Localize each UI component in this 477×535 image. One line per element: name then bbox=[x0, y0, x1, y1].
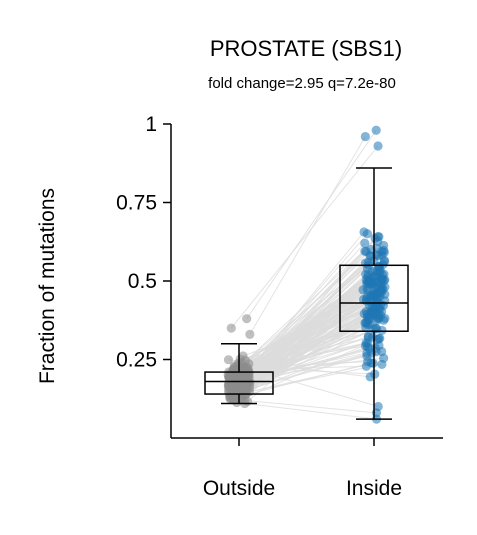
point-inside bbox=[373, 141, 382, 150]
chart-subtitle: fold change=2.95 q=7.2e-80 bbox=[208, 75, 396, 92]
x-axis-ticks: Outside Inside bbox=[203, 438, 402, 500]
point-outside bbox=[242, 314, 251, 323]
point-inside bbox=[379, 316, 388, 325]
point-inside bbox=[374, 334, 383, 343]
point-inside bbox=[360, 239, 369, 248]
x-tick-label-0: Outside bbox=[203, 477, 275, 500]
chart-title: PROSTATE (SBS1) bbox=[210, 36, 402, 61]
point-inside bbox=[370, 369, 379, 378]
point-inside bbox=[368, 267, 377, 276]
y-axis-ticks: 0.25 0.5 0.75 1 bbox=[116, 113, 171, 372]
point-inside bbox=[365, 279, 374, 288]
y-tick-label-0: 0.25 bbox=[116, 349, 157, 372]
y-axis-label: Fraction of mutations bbox=[36, 188, 59, 384]
y-tick-label-1: 0.5 bbox=[128, 270, 157, 293]
point-inside bbox=[362, 362, 371, 371]
point-inside bbox=[362, 318, 371, 327]
point-inside bbox=[379, 354, 388, 363]
point-inside bbox=[372, 408, 381, 417]
point-inside bbox=[361, 258, 370, 267]
point-outside bbox=[241, 356, 250, 365]
point-outside bbox=[227, 324, 236, 333]
y-tick-label-2: 0.75 bbox=[116, 192, 157, 215]
point-inside bbox=[380, 248, 389, 257]
point-inside bbox=[367, 307, 376, 316]
point-inside bbox=[363, 229, 372, 238]
point-inside bbox=[372, 126, 381, 135]
point-inside bbox=[363, 342, 372, 351]
point-inside bbox=[379, 269, 388, 278]
y-tick-label-3: 1 bbox=[145, 113, 157, 136]
point-outside bbox=[245, 330, 254, 339]
x-tick-label-1: Inside bbox=[346, 477, 402, 500]
point-inside bbox=[371, 347, 380, 356]
point-inside bbox=[361, 132, 370, 141]
point-inside bbox=[370, 290, 379, 299]
